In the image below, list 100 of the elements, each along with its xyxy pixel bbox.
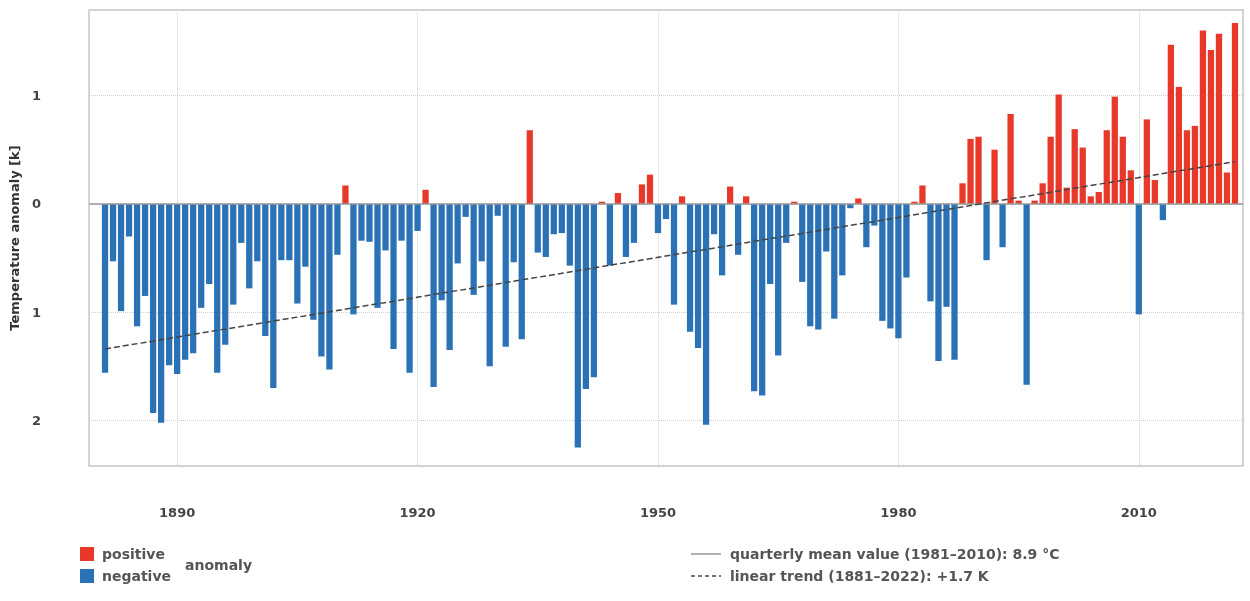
x-tick-label: 1980 bbox=[880, 505, 917, 520]
bar bbox=[863, 203, 870, 248]
bar bbox=[149, 203, 157, 413]
bar bbox=[783, 203, 790, 243]
bar bbox=[1231, 23, 1239, 204]
bar bbox=[125, 203, 133, 237]
bar bbox=[566, 203, 573, 266]
bar bbox=[1151, 180, 1158, 204]
bar bbox=[775, 203, 782, 356]
bar bbox=[166, 203, 173, 366]
bar bbox=[759, 203, 766, 396]
bar bbox=[101, 203, 109, 373]
bar bbox=[1135, 203, 1142, 315]
bar bbox=[590, 203, 598, 378]
bar bbox=[1223, 172, 1231, 204]
bar bbox=[470, 203, 477, 295]
x-tick-label: 1920 bbox=[399, 505, 436, 520]
y-tick-label: 1 bbox=[31, 88, 41, 104]
bar bbox=[1079, 147, 1086, 204]
bar bbox=[686, 203, 694, 332]
bar bbox=[1023, 203, 1030, 385]
bar bbox=[767, 203, 774, 285]
bar bbox=[670, 203, 678, 305]
legend-label: linear trend (1881–2022): +1.7 K bbox=[730, 568, 989, 584]
bar bbox=[174, 203, 181, 374]
bar bbox=[1207, 50, 1215, 204]
bar bbox=[710, 203, 718, 235]
y-tick-label: 0 bbox=[31, 196, 41, 212]
bar bbox=[606, 203, 614, 266]
bar bbox=[1215, 33, 1223, 204]
bar bbox=[502, 203, 509, 347]
bar bbox=[133, 203, 141, 327]
bar bbox=[823, 203, 830, 252]
bar bbox=[1103, 130, 1110, 204]
y-tick-label: 1 bbox=[31, 304, 41, 320]
y-axis-title: Temperature anomaly [k] bbox=[7, 145, 22, 331]
bar bbox=[222, 203, 229, 345]
bar bbox=[190, 203, 197, 354]
bar bbox=[1127, 170, 1134, 204]
bar bbox=[141, 203, 149, 296]
bar bbox=[558, 203, 565, 234]
y-tick-label: 2 bbox=[31, 413, 41, 429]
bar bbox=[646, 174, 654, 204]
bar bbox=[230, 203, 237, 305]
bar bbox=[1119, 136, 1126, 204]
bar bbox=[694, 203, 702, 348]
bar bbox=[1183, 130, 1191, 204]
bar bbox=[574, 203, 581, 448]
bar bbox=[718, 203, 726, 276]
bar bbox=[799, 203, 806, 282]
bar bbox=[270, 203, 277, 389]
bar bbox=[702, 203, 710, 425]
bar bbox=[1111, 96, 1118, 204]
bar bbox=[638, 184, 646, 204]
bar bbox=[534, 203, 541, 253]
bar bbox=[734, 203, 742, 255]
x-tick-label: 1890 bbox=[159, 505, 196, 520]
bar bbox=[286, 203, 293, 261]
bar bbox=[206, 203, 213, 285]
bar bbox=[262, 203, 269, 337]
x-tick-label: 2010 bbox=[1120, 505, 1157, 520]
bar bbox=[1047, 136, 1054, 204]
x-tick-label: 1950 bbox=[639, 505, 677, 520]
bar bbox=[1055, 94, 1062, 204]
bar bbox=[1175, 86, 1183, 204]
bar bbox=[751, 203, 758, 392]
bar bbox=[518, 203, 525, 340]
bar bbox=[831, 203, 838, 319]
bar bbox=[630, 203, 638, 243]
bar bbox=[1167, 44, 1175, 204]
bar bbox=[294, 203, 301, 304]
bar bbox=[486, 203, 493, 367]
bar bbox=[542, 203, 549, 257]
bar bbox=[510, 203, 517, 263]
legend-label: negative bbox=[102, 568, 172, 584]
bar bbox=[1191, 125, 1199, 204]
bar bbox=[109, 203, 117, 262]
bar bbox=[991, 149, 998, 204]
bar bbox=[526, 130, 533, 204]
bar bbox=[654, 203, 662, 234]
bar bbox=[983, 203, 990, 261]
text: quarterly mean value (1981–2010): 8.9 °C bbox=[730, 546, 1060, 562]
bar bbox=[182, 203, 189, 360]
bar bbox=[622, 203, 630, 257]
bar bbox=[1199, 30, 1207, 204]
bar bbox=[278, 203, 285, 261]
bar bbox=[815, 203, 822, 330]
bar bbox=[254, 203, 261, 262]
bar bbox=[246, 203, 253, 289]
legend-label: positive bbox=[102, 546, 165, 562]
bar bbox=[582, 203, 589, 390]
bar bbox=[454, 203, 461, 264]
bar bbox=[238, 203, 245, 243]
bar bbox=[214, 203, 221, 373]
bar bbox=[198, 203, 205, 308]
legend-title: anomaly bbox=[185, 557, 253, 573]
bar bbox=[117, 203, 125, 312]
bar bbox=[342, 185, 349, 204]
bar bbox=[1039, 183, 1046, 204]
bar bbox=[999, 203, 1006, 248]
